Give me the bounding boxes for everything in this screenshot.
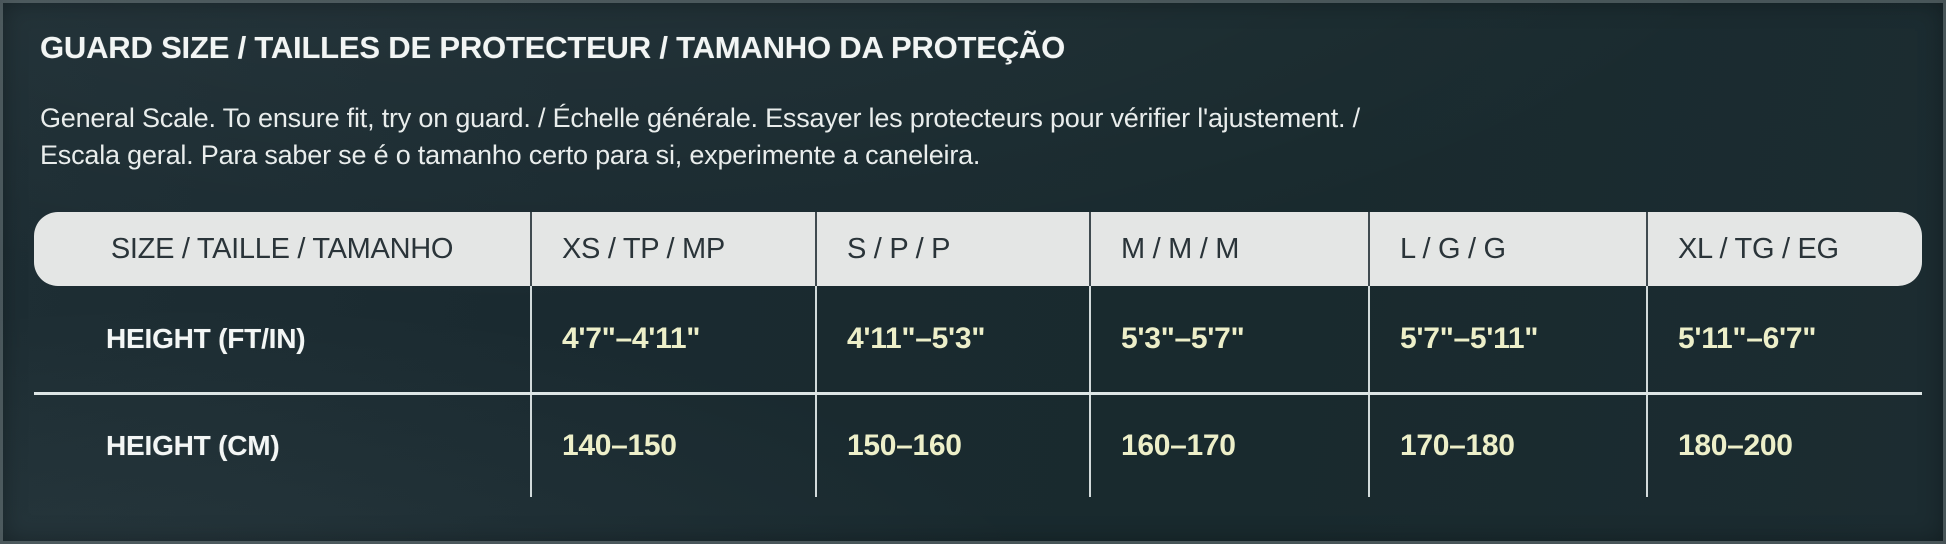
header-cell-xs: XS / TP / MP xyxy=(532,212,817,286)
cell-cm-xl: 180–200 xyxy=(1678,429,1793,462)
fit-instructions-line-2: Escala geral. Para saber se é o tamanho … xyxy=(40,140,981,170)
cell-cm-m: 160–170 xyxy=(1091,395,1370,497)
cell-ftin-xl: 5'11"–6'7" xyxy=(1678,322,1817,355)
row-label-height-cm: HEIGHT (CM) xyxy=(34,395,532,497)
cell-cm-l: 170–180 xyxy=(1370,395,1648,497)
cell-ftin-xs: 4'7"–4'11" xyxy=(532,286,817,392)
header-cell-xl: XL / TG / EG xyxy=(1678,232,1839,265)
size-table: SIZE / TAILLE / TAMANHO XS / TP / MP S /… xyxy=(34,212,1922,497)
row-label-height-ftin: HEIGHT (FT/IN) xyxy=(34,286,532,392)
header-cell-l: L / G / G xyxy=(1370,212,1648,286)
size-table-header-row: SIZE / TAILLE / TAMANHO XS / TP / MP S /… xyxy=(34,212,1922,286)
cell-ftin-s: 4'11"–5'3" xyxy=(817,286,1091,392)
cell-ftin-m: 5'3"–5'7" xyxy=(1091,286,1370,392)
cell-cm-xs: 140–150 xyxy=(532,395,817,497)
header-cell-m: M / M / M xyxy=(1091,212,1370,286)
header-cell-s: S / P / P xyxy=(817,212,1091,286)
page-title: GUARD SIZE / TAILLES DE PROTECTEUR / TAM… xyxy=(40,30,1066,65)
fit-instructions: General Scale. To ensure fit, try on gua… xyxy=(40,100,1360,174)
cell-cm-s: 150–160 xyxy=(817,395,1091,497)
header-cell-size: SIZE / TAILLE / TAMANHO xyxy=(34,212,532,286)
table-row-height-ftin: HEIGHT (FT/IN) 4'7"–4'11" 4'11"–5'3" 5'3… xyxy=(34,286,1922,395)
table-row-height-cm: HEIGHT (CM) 140–150 150–160 160–170 170–… xyxy=(34,395,1922,497)
cell-ftin-l: 5'7"–5'11" xyxy=(1370,286,1648,392)
fit-instructions-line-1: General Scale. To ensure fit, try on gua… xyxy=(40,103,1360,133)
